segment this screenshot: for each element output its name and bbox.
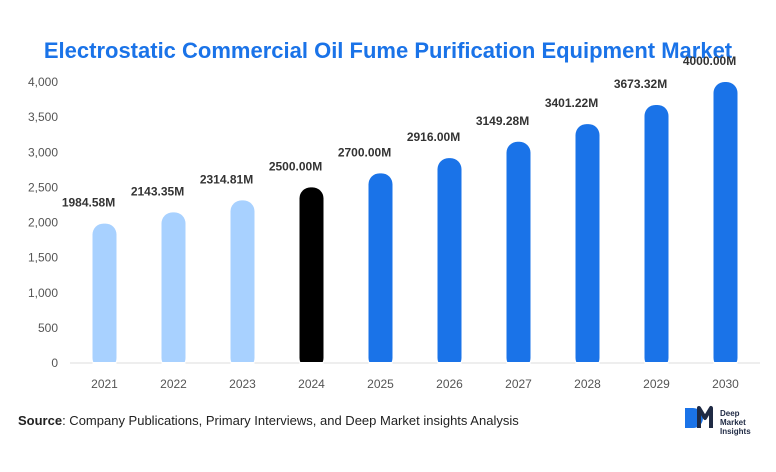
x-tick-label: 2023 <box>229 377 256 391</box>
bar-2021 <box>92 223 117 369</box>
y-tick-label: 1,500 <box>28 251 58 265</box>
bar-2026 <box>437 158 462 369</box>
bar-2027 <box>506 141 531 369</box>
bar-base-mask <box>713 362 738 372</box>
company-logo: Deep Market Insights <box>683 404 773 440</box>
bar-base-mask <box>230 362 255 372</box>
data-labels: 1984.58M 2143.35M 2314.81M 2500.00M 2700.00M… <box>62 54 736 210</box>
x-tick-label: 2028 <box>574 377 601 391</box>
y-tick-label: 3,000 <box>28 145 58 159</box>
y-tick-label: 500 <box>38 321 58 335</box>
bar-base-mask <box>368 362 393 372</box>
source-label: Source <box>18 413 63 428</box>
bar-2029 <box>644 104 669 369</box>
chart-title: Electrostatic Commercial Oil Fume Purifi… <box>43 38 733 63</box>
logo-line-3: Insights <box>720 427 751 436</box>
bar-base-mask <box>92 362 117 372</box>
logo-line-2: Market <box>720 418 746 427</box>
x-tick-label: 2029 <box>643 377 670 391</box>
bar-base-mask <box>506 362 531 372</box>
dm-logo-icon <box>685 406 713 428</box>
data-label: 2143.35M <box>131 184 184 198</box>
x-axis: 2021 2022 2023 2024 2025 2026 2027 2028 2029 2030 <box>91 377 739 391</box>
data-label: 4000.00M <box>683 54 736 68</box>
data-label: 2314.81M <box>200 172 253 186</box>
x-tick-label: 2030 <box>712 377 739 391</box>
y-tick-label: 4,000 <box>28 75 58 89</box>
bar-2022 <box>161 212 186 369</box>
bar-2028 <box>575 124 600 369</box>
logo-text: Deep Market Insights <box>720 409 751 436</box>
x-tick-label: 2026 <box>436 377 463 391</box>
data-label: 3401.22M <box>545 96 598 110</box>
bar-base-mask <box>437 362 462 372</box>
y-tick-label: 2,500 <box>28 180 58 194</box>
y-tick-label: 1,000 <box>28 286 58 300</box>
bar-2024 <box>299 187 324 369</box>
bar-2030 <box>713 82 738 369</box>
y-tick-label: 3,500 <box>28 110 58 124</box>
data-label: 2500.00M <box>269 159 322 173</box>
data-label: 2700.00M <box>338 145 391 159</box>
bar-base-mask <box>575 362 600 372</box>
data-label: 3673.32M <box>614 77 667 91</box>
x-tick-label: 2025 <box>367 377 394 391</box>
data-label: 3149.28M <box>476 114 529 128</box>
y-axis: 0 500 1,000 1,500 2,000 2,500 3,000 3,500 4,000 <box>28 75 58 370</box>
bars <box>92 82 738 372</box>
bar-2023 <box>230 200 255 369</box>
bar-2025 <box>368 173 393 369</box>
bar-base-mask <box>299 362 324 372</box>
x-tick-label: 2021 <box>91 377 118 391</box>
y-tick-label: 0 <box>51 356 58 370</box>
data-label: 1984.58M <box>62 196 115 210</box>
x-tick-label: 2027 <box>505 377 532 391</box>
x-tick-label: 2024 <box>298 377 325 391</box>
bar-base-mask <box>644 362 669 372</box>
bar-base-mask <box>161 362 186 372</box>
source-note: Source: Company Publications, Primary In… <box>18 413 519 428</box>
data-label: 2916.00M <box>407 130 460 144</box>
y-tick-label: 2,000 <box>28 216 58 230</box>
x-tick-label: 2022 <box>160 377 187 391</box>
logo-line-1: Deep <box>720 409 740 418</box>
source-text: : Company Publications, Primary Intervie… <box>62 413 519 428</box>
